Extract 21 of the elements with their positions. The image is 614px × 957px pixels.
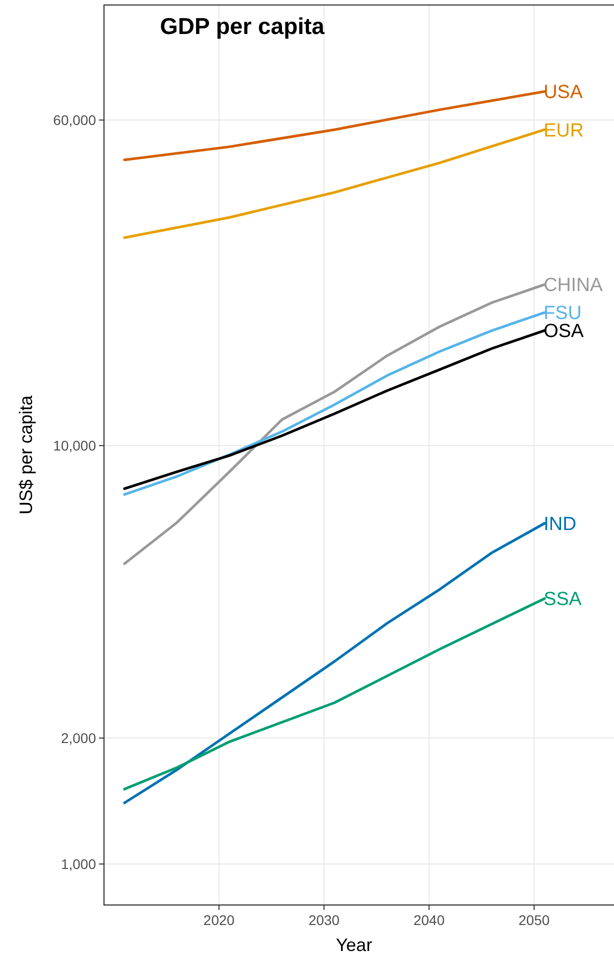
y-axis-title: US$ per capita (16, 394, 36, 515)
series-label: USA (544, 82, 583, 104)
y-tick-label: 1,000 (60, 856, 96, 872)
line-series (123, 283, 546, 566)
series-label: EUR (544, 120, 584, 142)
x-axis-title: Year (336, 935, 372, 955)
x-tick-label: 2040 (413, 912, 445, 928)
series-label: SSA (544, 589, 582, 610)
y-tick-label: 60,000 (53, 112, 96, 128)
line-series (123, 522, 546, 804)
chart-title: GDP per capita (160, 13, 325, 39)
y-tick-label: 2,000 (60, 730, 96, 746)
x-tick-label: 2030 (308, 912, 340, 928)
series-label: CHINA (544, 275, 604, 296)
x-tick-label: 2050 (518, 912, 550, 928)
series-label: IND (544, 514, 576, 535)
y-tick-label: 10,000 (53, 438, 96, 454)
x-tick-label: 2020 (203, 912, 235, 928)
line-series (123, 128, 546, 239)
line-series (123, 597, 546, 790)
line-series (123, 90, 546, 162)
